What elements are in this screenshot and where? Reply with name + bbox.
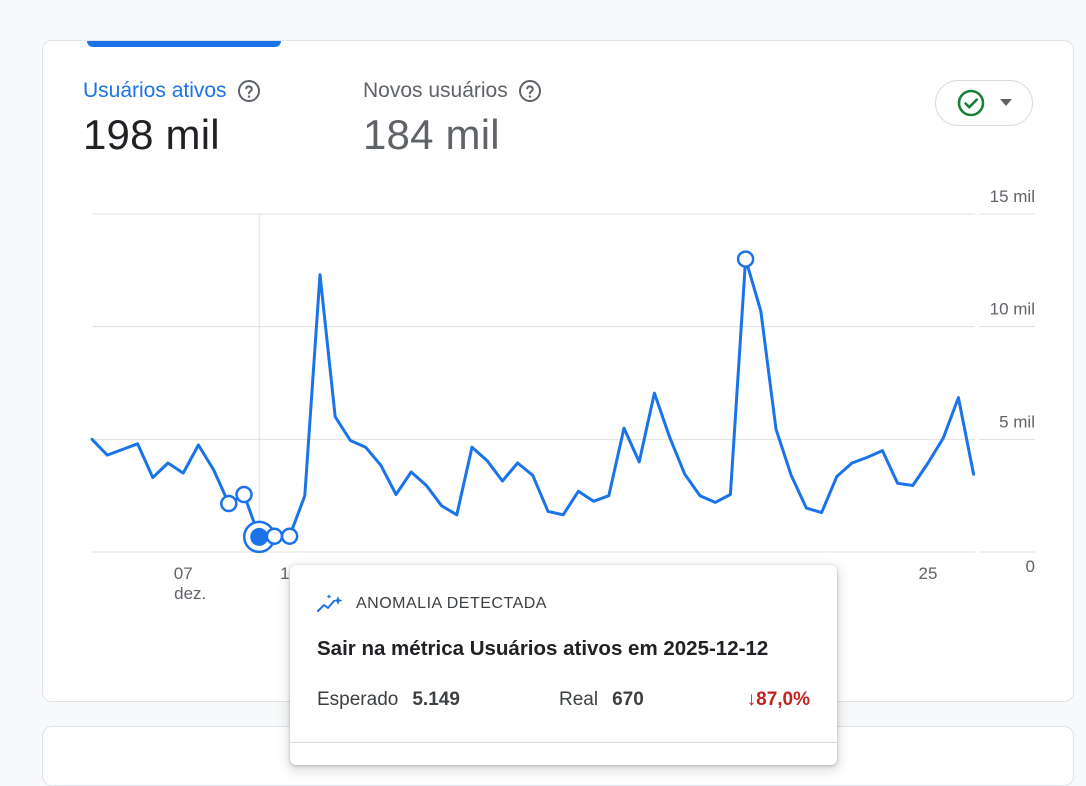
caret-down-icon	[1000, 99, 1012, 106]
anomaly-marker[interactable]	[280, 527, 299, 545]
metric-value: 184 mil	[363, 111, 500, 158]
metric-value: 198 mil	[83, 111, 220, 158]
metric-tab-active-users[interactable]: Usuários ativos 198 mil	[83, 77, 261, 159]
anomaly-marker[interactable]	[220, 494, 238, 513]
tooltip-stats: Esperado 5.149 Real 670 ↓87,0%	[317, 689, 810, 711]
anomaly-marker[interactable]	[265, 527, 284, 545]
help-circle-icon[interactable]	[237, 79, 261, 103]
anomaly-marker[interactable]	[235, 485, 253, 504]
anomaly-tooltip: ANOMALIA DETECTADA Sair na métrica Usuár…	[290, 565, 837, 765]
active-tab-indicator	[87, 41, 281, 47]
anomaly-marker-selected[interactable]	[250, 527, 269, 546]
tooltip-label: ANOMALIA DETECTADA	[356, 595, 547, 612]
status-dropdown-button[interactable]	[935, 80, 1033, 126]
metric-label: Novos usuários	[363, 79, 508, 102]
tooltip-title: Sair na métrica Usuários ativos em 2025-…	[317, 637, 769, 660]
anomaly-sparkle-icon	[317, 594, 343, 612]
metric-tab-new-users[interactable]: Novos usuários 184 mil	[363, 77, 542, 159]
actual-label: Real	[559, 689, 599, 710]
change-percent: ↓87,0%	[746, 689, 810, 710]
tooltip-divider	[290, 742, 837, 743]
actual-value: 670	[612, 689, 644, 710]
help-circle-icon[interactable]	[518, 79, 542, 103]
check-circle-icon	[957, 89, 985, 117]
anomaly-marker[interactable]	[736, 250, 755, 268]
metric-label: Usuários ativos	[83, 79, 227, 102]
expected-value: 5.149	[412, 689, 460, 710]
expected-label: Esperado	[317, 689, 399, 710]
